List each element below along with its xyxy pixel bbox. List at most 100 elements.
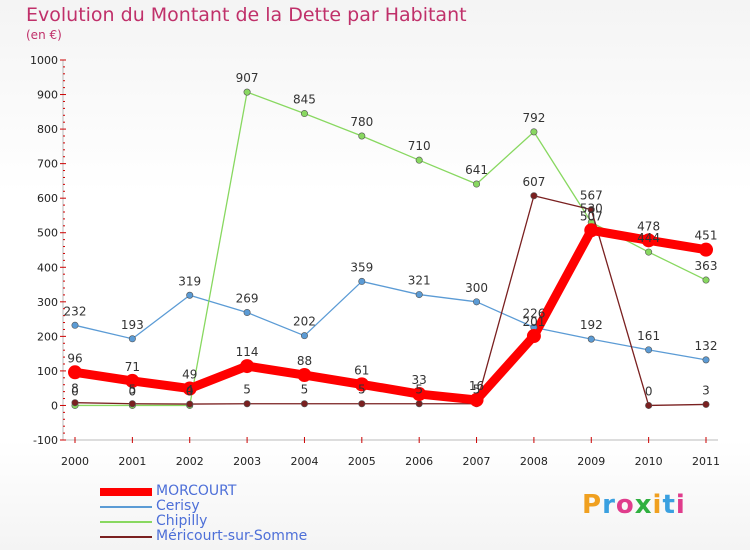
data-point xyxy=(243,309,251,317)
data-label: 5 xyxy=(358,383,366,397)
y-tick-label: 200 xyxy=(37,330,58,343)
data-point xyxy=(702,400,710,408)
data-label: 478 xyxy=(637,219,660,233)
y-tick-label: 900 xyxy=(37,89,58,102)
data-label: 321 xyxy=(408,274,431,288)
data-label: 845 xyxy=(293,93,316,107)
data-label: 363 xyxy=(695,259,718,273)
data-point xyxy=(645,401,653,409)
data-label: 132 xyxy=(695,339,718,353)
x-tick-label: 2003 xyxy=(233,455,261,468)
x-tick-label: 2007 xyxy=(463,455,491,468)
y-tick-label: 0 xyxy=(51,399,58,412)
data-point xyxy=(240,359,255,374)
legend-swatch xyxy=(100,506,152,508)
x-tick-label: 2006 xyxy=(405,455,433,468)
legend-swatch xyxy=(100,488,152,496)
data-point xyxy=(128,400,136,408)
data-point xyxy=(473,298,481,306)
series-points xyxy=(68,88,713,409)
data-label: 300 xyxy=(465,281,488,295)
data-label: 5 xyxy=(473,383,481,397)
data-label: 161 xyxy=(637,329,660,343)
series-lines xyxy=(70,91,711,407)
data-label: 710 xyxy=(408,139,431,153)
legend-label: MORCOURT xyxy=(156,483,237,499)
data-label: 0 xyxy=(645,384,653,398)
data-point xyxy=(300,332,308,340)
x-tick-label: 2011 xyxy=(692,455,720,468)
data-label: 0 xyxy=(129,384,137,398)
data-label: 201 xyxy=(522,315,545,329)
x-tick-label: 2005 xyxy=(348,455,376,468)
legend-label: Cerisy xyxy=(156,498,200,514)
legend-label: Chipilly xyxy=(156,513,208,529)
data-point xyxy=(702,356,710,364)
data-label: 269 xyxy=(236,292,259,306)
series-line-Chipilly xyxy=(74,91,707,407)
x-tick-label: 2004 xyxy=(290,455,318,468)
x-tick-label: 2002 xyxy=(176,455,204,468)
series-line-Cerisy xyxy=(74,280,707,361)
data-label: 88 xyxy=(297,354,312,368)
data-point xyxy=(530,192,538,200)
y-tick-label: 400 xyxy=(37,261,58,274)
data-label: 61 xyxy=(354,363,369,377)
x-tick-label: 2009 xyxy=(577,455,605,468)
data-label: 507 xyxy=(580,209,603,223)
data-point xyxy=(354,377,369,392)
data-label: 0 xyxy=(71,384,79,398)
data-point xyxy=(415,400,423,408)
x-tick-label: 2000 xyxy=(61,455,89,468)
data-label: 226 xyxy=(522,306,545,320)
data-point xyxy=(297,368,312,383)
y-tick-label: 700 xyxy=(37,158,58,171)
data-point xyxy=(587,206,595,214)
data-label: 0 xyxy=(186,384,194,398)
data-label: 114 xyxy=(236,345,259,359)
y-tick-label: 1000 xyxy=(30,54,58,67)
data-point xyxy=(358,277,366,285)
data-label: 607 xyxy=(522,175,545,189)
data-point xyxy=(469,392,484,407)
data-label: 71 xyxy=(125,360,140,374)
data-label: 192 xyxy=(580,318,603,332)
data-point xyxy=(412,387,427,402)
data-label: 792 xyxy=(522,111,545,125)
data-label: 33 xyxy=(412,373,427,387)
series-line-MORCOURT xyxy=(70,225,711,405)
data-point xyxy=(68,365,82,380)
data-point xyxy=(358,132,366,140)
data-label: 49 xyxy=(182,368,197,382)
data-label: 907 xyxy=(236,71,259,85)
x-tick-label: 2008 xyxy=(520,455,548,468)
data-point xyxy=(584,223,599,238)
x-tick-label: 2001 xyxy=(118,455,146,468)
legend-label: Méricourt-sur-Somme xyxy=(156,528,308,544)
tick-labels: -100010020030040050060070080090010002000… xyxy=(30,54,720,468)
data-label: 567 xyxy=(580,189,603,203)
chart-title: Evolution du Montant de la Dette par Hab… xyxy=(26,4,467,26)
data-point xyxy=(300,400,308,408)
data-point xyxy=(415,291,423,299)
data-label: 5 xyxy=(301,383,309,397)
data-point xyxy=(186,291,194,299)
data-label: 780 xyxy=(350,115,373,129)
data-point xyxy=(645,346,653,354)
y-tick-label: 800 xyxy=(37,123,58,136)
data-label: 96 xyxy=(67,351,82,365)
data-label: 641 xyxy=(465,163,488,177)
data-point xyxy=(125,373,140,388)
axes xyxy=(60,59,718,443)
chart-subtitle: (en €) xyxy=(26,28,62,42)
data-point xyxy=(71,321,79,329)
data-point xyxy=(530,128,538,136)
y-tick-label: 500 xyxy=(37,227,58,240)
data-label: 5 xyxy=(129,383,137,397)
data-point xyxy=(186,400,194,408)
data-point xyxy=(641,233,656,248)
data-point xyxy=(243,88,251,96)
proxiti-logo: Proxiti xyxy=(582,490,686,520)
